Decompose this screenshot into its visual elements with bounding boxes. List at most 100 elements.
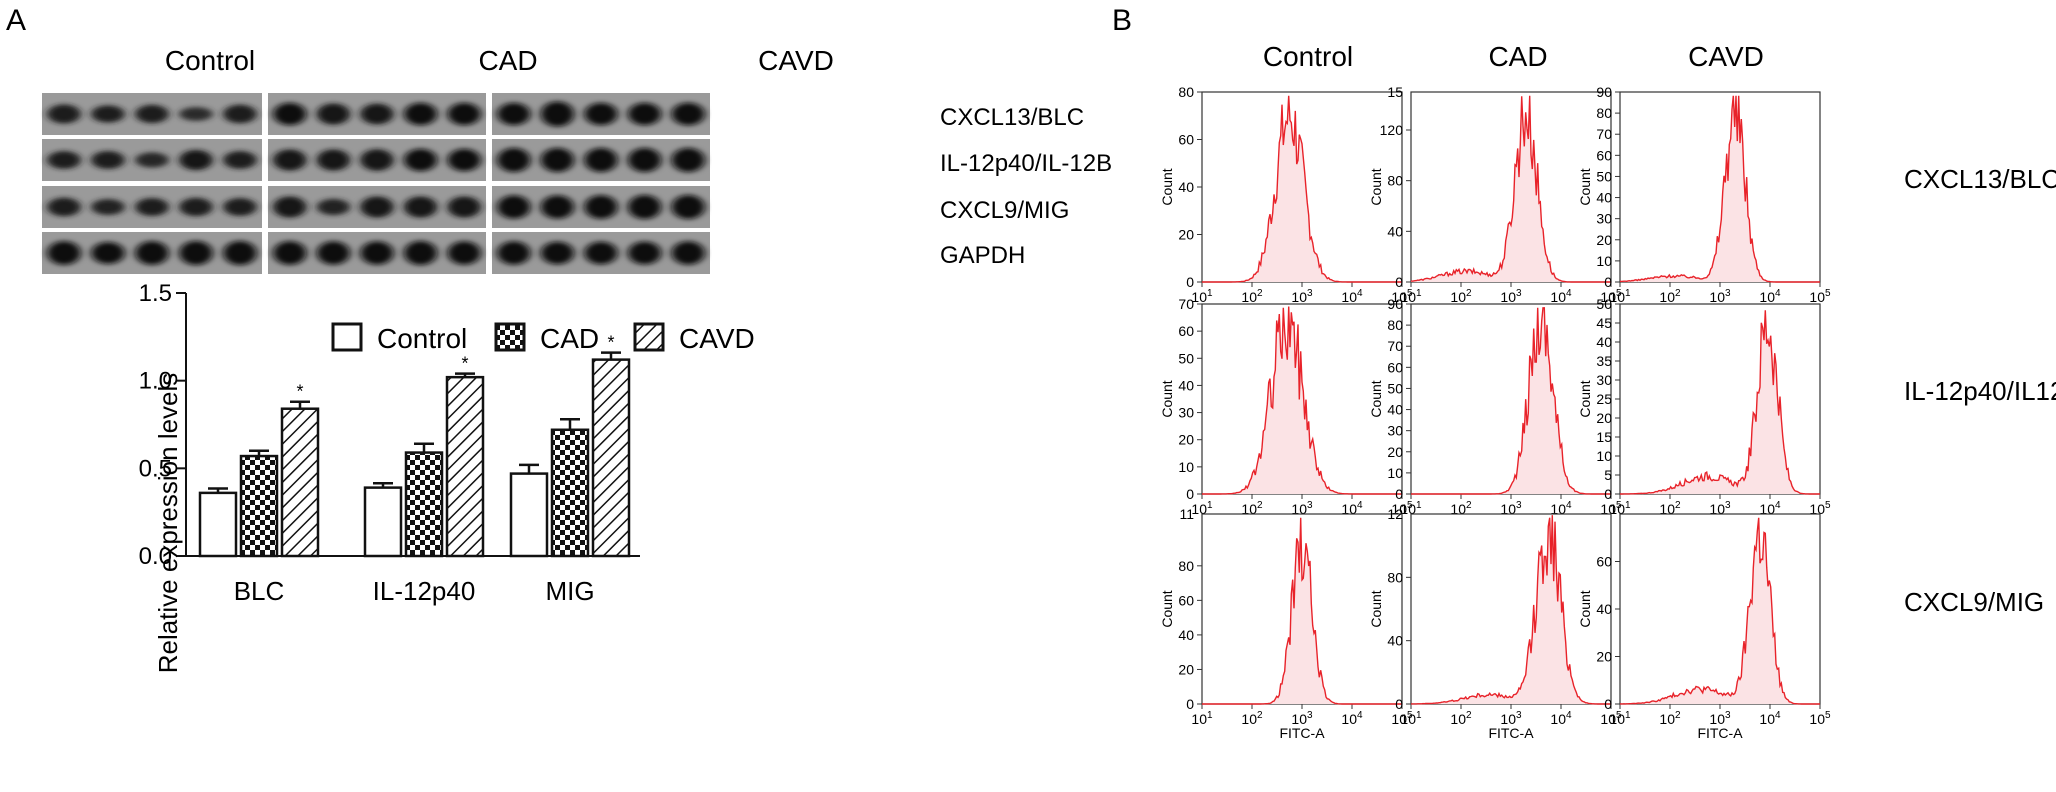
flow-row-il12p40: IL-12p40/IL12B: [1904, 376, 2056, 406]
bar-category-label: BLC: [234, 576, 285, 606]
blot-band: [584, 195, 618, 219]
flow-y-tick-label: 60: [1178, 323, 1194, 339]
flow-histogram: 0 20 40 60 80 11 Count 101 102 103 104 105 FITC-A: [1159, 506, 1413, 741]
blot-band: [223, 104, 257, 124]
flow-y-tick-label: 40: [1596, 334, 1612, 350]
flow-histogram-fill: [1411, 307, 1611, 494]
blot-label-cxcl9: CXCL9/MIG: [940, 197, 1069, 224]
bar: [509, 472, 549, 558]
blot-band: [540, 241, 574, 265]
flow-y-tick-label: 70: [1596, 126, 1612, 142]
flow-y-label: Count: [1577, 590, 1593, 627]
flow-histogram-fill: [1620, 95, 1820, 282]
blot-band: [671, 241, 705, 265]
significance-star: *: [461, 354, 468, 374]
flow-y-tick-label: 15: [1596, 429, 1612, 445]
blot-band: [628, 147, 662, 173]
blot-band: [584, 147, 618, 173]
flow-col-cad: CAD: [1488, 41, 1547, 72]
blot-band: [360, 103, 394, 125]
flow-y-tick-label: 0: [1186, 696, 1194, 712]
flow-y-tick-label: 20: [1387, 444, 1403, 460]
legend-label-control: Control: [377, 323, 467, 354]
flow-x-tick-label: 103: [1291, 288, 1313, 305]
flow-x-tick-label: 101: [1191, 288, 1213, 305]
legend-label-cad: CAD: [540, 323, 599, 354]
flow-y-tick-label: 60: [1178, 592, 1194, 608]
flow-y-tick-label: 50: [1387, 380, 1403, 396]
flow-y-tick-label: 40: [1596, 601, 1612, 617]
flow-x-tick-label: 103: [1291, 710, 1313, 727]
blot-band: [360, 241, 394, 265]
bar-y-tick-label: 1.0: [139, 368, 172, 395]
bar: [445, 375, 485, 558]
flow-y-tick-label: 90: [1596, 84, 1612, 100]
flow-y-tick-label: 0: [1604, 486, 1612, 502]
flow-x-tick-label: 101: [1609, 288, 1631, 305]
bar: [239, 454, 279, 558]
flow-y-tick-label: 20: [1596, 649, 1612, 665]
flow-frame: [1410, 303, 1612, 495]
flow-x-tick-label: 102: [1450, 710, 1472, 727]
flow-x-tick-label: 105: [1809, 500, 1831, 517]
bar-chart-ylabel: Relative expression levels: [153, 373, 183, 674]
bar: [198, 491, 238, 558]
flow-histogram-fill: [1620, 310, 1820, 494]
blot-band: [404, 196, 438, 218]
blot-band: [447, 102, 481, 126]
flow-x-tick-label: 105: [1391, 710, 1413, 727]
flow-y-tick-label: 40: [1178, 627, 1194, 643]
flow-y-tick-label: 0: [1395, 486, 1403, 502]
flow-y-tick-label: 30: [1596, 372, 1612, 388]
panel-b-letter: B: [1112, 4, 1132, 37]
flow-y-tick-label: 5: [1604, 467, 1612, 483]
flow-histogram-line: [1619, 95, 1820, 283]
flow-x-tick-label: 104: [1550, 500, 1572, 517]
flow-y-tick-label: 40: [1596, 190, 1612, 206]
bar-category-label: IL-12p40: [373, 576, 476, 606]
blot-band: [360, 196, 394, 218]
flow-y-tick-label: 60: [1178, 132, 1194, 148]
flow-x-tick-label: 104: [1341, 710, 1363, 727]
flow-histogram-line: [1410, 95, 1611, 283]
flow-y-tick-label: 120: [1380, 122, 1404, 138]
flow-x-tick-label: 104: [1759, 500, 1781, 517]
blot-band: [316, 103, 350, 125]
flow-y-tick-label: 40: [1178, 377, 1194, 393]
flow-y-tick-label: 40: [1387, 402, 1403, 418]
bar: [550, 428, 590, 558]
flow-y-label: Count: [1368, 380, 1384, 417]
flow-col-cavd: CAVD: [1688, 41, 1764, 72]
flow-y-label: Count: [1368, 168, 1384, 205]
blot-band: [671, 102, 705, 126]
flow-y-tick-label: 90: [1387, 296, 1403, 312]
blot-band: [273, 241, 307, 265]
blot-band: [179, 197, 213, 217]
bar-y-tick-label: 1.5: [139, 280, 172, 307]
flow-x-tick-label: 102: [1241, 710, 1263, 727]
flow-histogram: 010203040506070Count101102103104105PE-A: [1159, 296, 1413, 531]
bar: [363, 486, 403, 558]
flow-x-tick-label: 101: [1609, 500, 1631, 517]
flow-frame: [1619, 303, 1821, 495]
flow-row-cxcl9: CXCL9/MIG: [1904, 587, 2044, 617]
flow-y-label: Count: [1159, 380, 1175, 417]
blot-band: [628, 194, 662, 220]
blot-band: [135, 152, 169, 168]
flow-y-tick-label: 45: [1596, 315, 1612, 331]
blot-band: [540, 147, 574, 173]
flow-x-tick-label: 101: [1400, 288, 1422, 305]
blot-band: [135, 241, 169, 265]
flow-x-tick-label: 104: [1550, 288, 1572, 305]
flow-histogram: 0102030405060708090Count101102103104105P…: [1368, 296, 1622, 531]
flow-x-tick-label: 103: [1500, 500, 1522, 517]
flow-y-tick-label: 80: [1387, 317, 1403, 333]
legend-swatch-cavd: [633, 322, 665, 352]
flow-y-tick-label: 0: [1395, 696, 1403, 712]
flow-y-tick-label: 80: [1387, 173, 1403, 189]
blot-band: [497, 195, 531, 219]
flow-y-tick-label: 70: [1178, 296, 1194, 312]
bar-y-tick-label: 0.0: [139, 543, 172, 570]
blot-band: [223, 151, 257, 169]
blot-band: [316, 149, 350, 171]
